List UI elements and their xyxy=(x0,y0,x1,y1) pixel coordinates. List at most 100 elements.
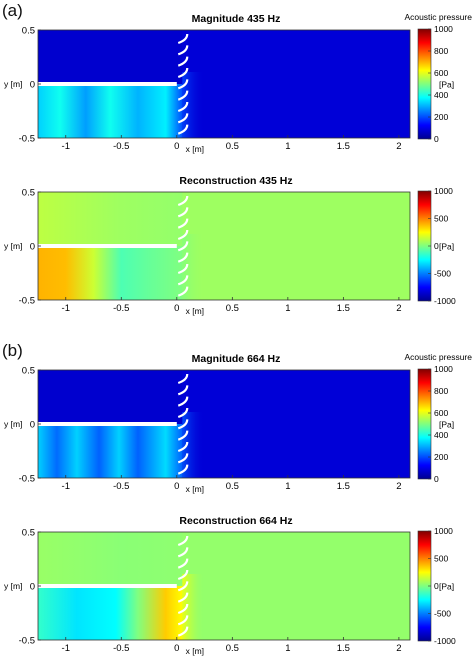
colorbar-tick-label: 1000 xyxy=(434,364,453,374)
grille-vane xyxy=(177,275,189,286)
colorbar-tick-label: 1000 xyxy=(434,186,453,196)
colorbar-tick-label: 500 xyxy=(434,554,448,564)
y-tick-label: -0.5 xyxy=(19,296,35,307)
colorbar-tick-label: 0 xyxy=(434,474,439,484)
x-tick-label: 0 xyxy=(174,481,179,492)
grille-vane xyxy=(177,241,189,252)
y-tick-label: 0 xyxy=(30,80,35,91)
colorbar-tick-label: 1000 xyxy=(434,24,453,34)
x-tick-label: 1 xyxy=(285,481,290,492)
y-axis-label: y [m] xyxy=(4,419,22,429)
field-exit-transition xyxy=(182,234,205,300)
field-upper-region xyxy=(38,370,183,424)
x-tick-label: 0.5 xyxy=(226,303,239,314)
colorbar-unit: [Pa] xyxy=(439,581,454,591)
field-duct-region xyxy=(38,246,183,300)
x-tick-label: 2 xyxy=(396,643,401,654)
x-tick-label: 0.5 xyxy=(226,643,239,654)
field-upper-region xyxy=(38,532,183,586)
grille-vane xyxy=(177,195,189,207)
y-tick-label: 0 xyxy=(30,242,35,253)
colorbar xyxy=(417,28,432,140)
chart-1: Reconstruction 435 Hz -1 -0.5 0 0.5 1 1.5 2 x [m… xyxy=(4,175,456,316)
y-tick-label: 0.5 xyxy=(22,188,35,199)
x-tick-label: -1 xyxy=(62,643,70,654)
field-exit-transition xyxy=(182,412,205,478)
chart-2: Magnitude 664 Hz -1 -0.5 0 0.5 1 1.5 2 x [m] -0.5… xyxy=(4,352,472,494)
chart-title: Magnitude 664 Hz xyxy=(192,353,281,365)
x-axis-label: x [m] xyxy=(186,646,204,656)
grille-vane xyxy=(177,558,189,569)
colorbar-tick-label: 200 xyxy=(434,452,448,462)
grille-vane xyxy=(177,430,189,441)
grille-vane xyxy=(177,218,189,229)
x-tick-label: 2 xyxy=(396,303,401,314)
grille-vane xyxy=(177,569,189,581)
x-tick-label: -1 xyxy=(62,141,70,152)
grille-vane xyxy=(177,101,189,113)
grille-vane xyxy=(177,441,189,453)
grille-vane xyxy=(177,453,189,464)
colorbar-tick-label: 800 xyxy=(434,46,448,56)
grille-vane xyxy=(177,373,189,385)
x-tick-label: 2 xyxy=(396,141,401,152)
chart-title: Magnitude 435 Hz xyxy=(192,13,281,25)
field-exit-transition xyxy=(182,574,205,640)
x-axis-label: x [m] xyxy=(186,144,204,154)
grille-vane xyxy=(177,252,189,263)
y-tick-label: 0.5 xyxy=(22,26,35,37)
colorbar-unit: [Pa] xyxy=(439,241,454,251)
y-tick-label: -0.5 xyxy=(19,474,35,485)
panel-label-a: (a) xyxy=(2,1,23,20)
y-axis-label: y [m] xyxy=(4,241,22,251)
x-tick-label: -0.5 xyxy=(113,643,129,654)
x-tick-label: 0 xyxy=(174,141,179,152)
duct-wall xyxy=(38,82,177,86)
grille-vane xyxy=(177,464,189,475)
grille-vane xyxy=(177,626,189,637)
colorbar-tick-label: 500 xyxy=(434,214,448,224)
x-tick-label: 0 xyxy=(174,303,179,314)
colorbar-tick-label: 600 xyxy=(434,68,448,78)
colorbar-tick-label: 800 xyxy=(434,386,448,396)
x-axis-label: x [m] xyxy=(186,484,204,494)
grille-vane xyxy=(177,385,189,396)
grille-vane xyxy=(177,547,189,558)
grille-vane xyxy=(177,535,189,547)
x-tick-label: 1 xyxy=(285,141,290,152)
colorbar-tick-label: -500 xyxy=(434,269,451,279)
x-axis-label: x [m] xyxy=(186,306,204,316)
x-tick-label: 2 xyxy=(396,481,401,492)
x-tick-label: 1.5 xyxy=(337,643,350,654)
chart-3: Reconstruction 664 Hz -1 -0.5 0 0.5 1 1.5 2 x [m… xyxy=(4,515,456,656)
colorbar-tick-label: 600 xyxy=(434,408,448,418)
field-exit-transition xyxy=(182,72,205,138)
colorbar-label: Acoustic pressure xyxy=(404,12,472,22)
colorbar-tick-label: 400 xyxy=(434,430,448,440)
colorbar-tick-label: 0 xyxy=(434,241,439,251)
colorbar xyxy=(417,368,432,480)
x-tick-label: 1.5 xyxy=(337,481,350,492)
x-tick-label: -0.5 xyxy=(113,481,129,492)
x-tick-label: 1.5 xyxy=(337,303,350,314)
panel-label-b: (b) xyxy=(2,341,23,360)
x-tick-label: 1.5 xyxy=(337,141,350,152)
y-axis-label: y [m] xyxy=(4,79,22,89)
grille-vane xyxy=(177,67,189,79)
colorbar-tick-label: -500 xyxy=(434,609,451,619)
colorbar-tick-label: 200 xyxy=(434,112,448,122)
y-tick-label: -0.5 xyxy=(19,636,35,647)
colorbar-unit: [Pa] xyxy=(439,79,454,89)
chart-title: Reconstruction 435 Hz xyxy=(179,175,292,187)
field-upper-region xyxy=(38,192,183,246)
grille-vane xyxy=(177,79,189,90)
colorbar-tick-label: 0 xyxy=(434,134,439,144)
grille-vane xyxy=(177,286,189,297)
grille-vane xyxy=(177,124,189,135)
field-duct-region xyxy=(38,84,183,138)
x-tick-label: 1 xyxy=(285,643,290,654)
x-tick-label: -1 xyxy=(62,481,70,492)
y-axis-label: y [m] xyxy=(4,581,22,591)
x-tick-label: -0.5 xyxy=(113,141,129,152)
x-tick-label: 1 xyxy=(285,303,290,314)
